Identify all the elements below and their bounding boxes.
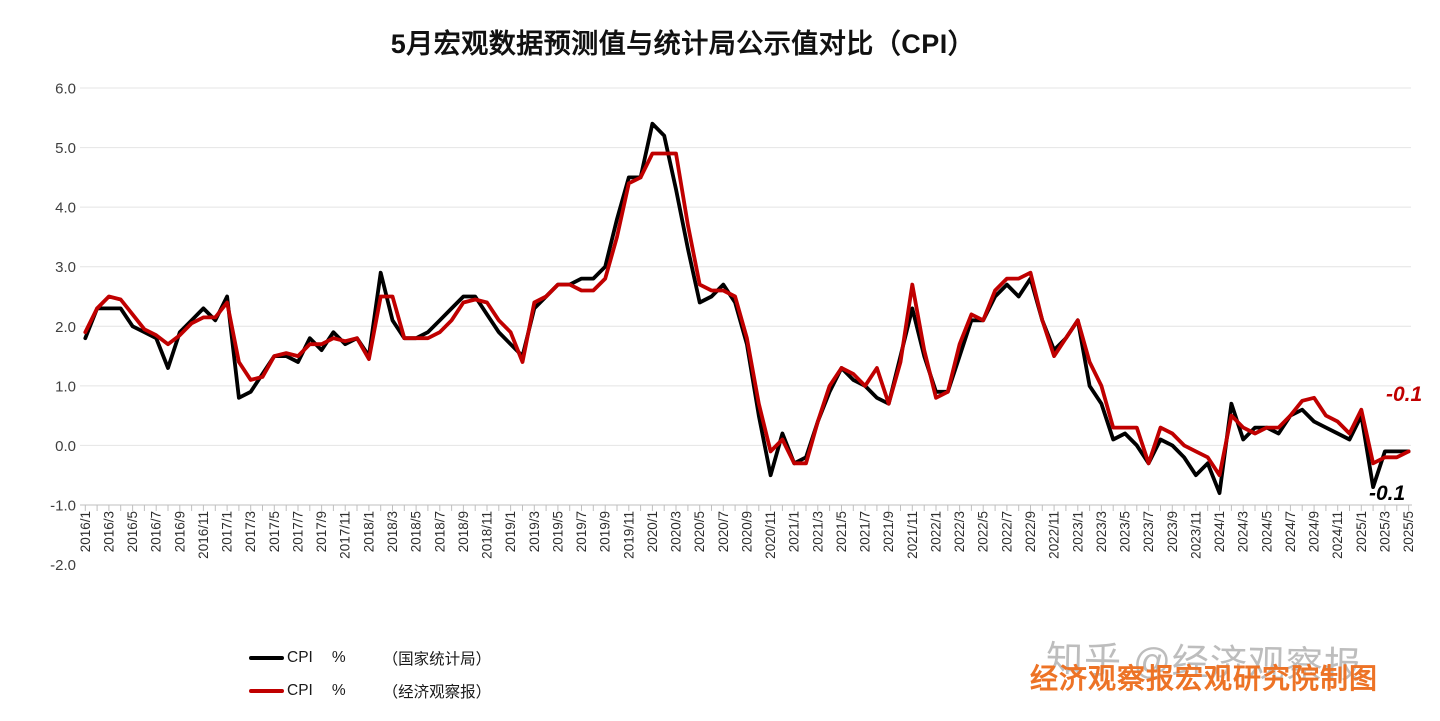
legend-source: （国家统计局） xyxy=(382,651,492,668)
x-axis-label: 2018/9 xyxy=(456,511,471,552)
x-axis-label: 2022/5 xyxy=(976,511,991,552)
y-axis-label: -1.0 xyxy=(50,498,76,515)
x-axis-label: 2021/5 xyxy=(834,511,849,552)
x-axis-label: 2017/11 xyxy=(338,511,353,559)
y-axis-label: 5.0 xyxy=(55,140,76,157)
x-axis-label: 2021/1 xyxy=(787,511,802,552)
x-axis-label: 2017/7 xyxy=(291,511,306,552)
chart-title: 5月宏观数据预测值与统计局公示值对比（CPI） xyxy=(390,29,976,59)
x-axis-label: 2020/1 xyxy=(645,511,660,552)
y-axis-label: 1.0 xyxy=(55,378,76,395)
x-axis-label: 2024/1 xyxy=(1212,511,1227,552)
y-axis-label: -2.0 xyxy=(50,557,76,574)
x-axis-label: 2017/1 xyxy=(220,511,235,552)
end-value-label-eo: -0.1 xyxy=(1386,383,1423,406)
x-axis-label: 2021/11 xyxy=(905,511,920,559)
x-axis-label: 2021/7 xyxy=(858,511,873,552)
x-axis-label: 2022/1 xyxy=(929,511,944,552)
x-axis-label: 2018/1 xyxy=(361,511,376,552)
x-axis-label: 2018/5 xyxy=(409,511,424,552)
nbs-series-line xyxy=(83,121,1411,496)
x-axis-label: 2021/9 xyxy=(881,511,896,552)
end-value-label-nbs: -0.1 xyxy=(1369,482,1406,505)
legend-source: （经济观察报） xyxy=(382,684,492,701)
x-axis-label: 2024/5 xyxy=(1259,511,1274,552)
x-axis-label: 2020/3 xyxy=(669,511,684,552)
x-axis-label: 2018/7 xyxy=(432,511,447,552)
y-axis-label: 0.0 xyxy=(55,438,76,455)
x-axis-label: 2025/1 xyxy=(1354,511,1369,552)
x-axis-label: 2016/7 xyxy=(149,511,164,552)
legend-unit: % xyxy=(331,649,346,666)
credit-text: 经济观察报宏观研究院制图 xyxy=(1030,663,1379,694)
chart-legend: CPI % （国家统计局） CPI % （经济观察报） xyxy=(249,648,491,714)
chart-title-wrap: 5月宏观数据预测值与统计局公示值对比（CPI） xyxy=(0,22,1366,61)
x-axis-label: 2023/3 xyxy=(1094,511,1109,552)
x-axis-label: 2023/7 xyxy=(1141,511,1156,552)
x-axis-label: 2022/9 xyxy=(1023,511,1038,552)
y-axis-label: 2.0 xyxy=(55,319,76,336)
x-axis-label: 2019/1 xyxy=(503,511,518,552)
x-axis-label: 2020/5 xyxy=(692,511,707,552)
legend-item-nbs: CPI % （国家统计局） xyxy=(249,648,491,668)
y-axis-label: 4.0 xyxy=(55,200,76,217)
x-axis-label: 2023/1 xyxy=(1070,511,1085,552)
x-axis-label: 2016/9 xyxy=(172,511,187,552)
x-axis-label: 2017/5 xyxy=(267,511,282,552)
y-axis-label: 3.0 xyxy=(55,259,76,276)
x-axis-label: 2022/11 xyxy=(1047,511,1062,559)
legend-metric: CPI xyxy=(287,649,313,666)
y-axis-label: 6.0 xyxy=(55,81,76,98)
x-axis-label: 2022/3 xyxy=(952,511,967,552)
x-axis-label: 2020/7 xyxy=(716,511,731,552)
legend-item-eo: CPI % （经济观察报） xyxy=(249,681,491,701)
x-axis-label: 2019/9 xyxy=(598,511,613,552)
x-axis-label: 2018/11 xyxy=(480,511,495,559)
x-axis-label: 2024/11 xyxy=(1330,511,1345,559)
x-axis-label: 2023/11 xyxy=(1188,511,1203,559)
x-axis-label: 2020/11 xyxy=(763,511,778,559)
x-axis-label: 2017/3 xyxy=(243,511,258,552)
x-axis-label: 2024/9 xyxy=(1307,511,1322,552)
x-axis-label: 2019/3 xyxy=(527,511,542,552)
x-axis-label: 2019/7 xyxy=(574,511,589,552)
eo-series-line xyxy=(83,151,1411,478)
x-axis-label: 2016/11 xyxy=(196,511,211,559)
eo-line-swatch-icon xyxy=(249,689,284,693)
x-axis-label: 2025/3 xyxy=(1377,511,1392,552)
x-axis-label: 2023/9 xyxy=(1165,511,1180,552)
x-axis-label: 2020/9 xyxy=(739,511,754,552)
x-axis-label: 2019/5 xyxy=(550,511,565,552)
legend-unit: % xyxy=(331,682,346,699)
x-axis-label: 2024/3 xyxy=(1236,511,1251,552)
x-axis-label: 2018/3 xyxy=(385,511,400,552)
legend-metric: CPI xyxy=(287,682,313,699)
x-axis-label: 2023/5 xyxy=(1118,511,1133,552)
nbs-line-swatch-icon xyxy=(249,656,284,660)
x-axis-label: 2021/3 xyxy=(810,511,825,552)
x-axis-label: 2016/5 xyxy=(125,511,140,552)
x-axis-label: 2019/11 xyxy=(621,511,636,559)
x-axis-label: 2017/9 xyxy=(314,511,329,552)
x-axis-label: 2016/3 xyxy=(101,511,116,552)
x-axis-label: 2025/5 xyxy=(1401,511,1416,552)
x-axis-label: 2022/7 xyxy=(999,511,1014,552)
x-axis-label: 2016/1 xyxy=(78,511,93,552)
x-axis-label: 2024/7 xyxy=(1283,511,1298,552)
